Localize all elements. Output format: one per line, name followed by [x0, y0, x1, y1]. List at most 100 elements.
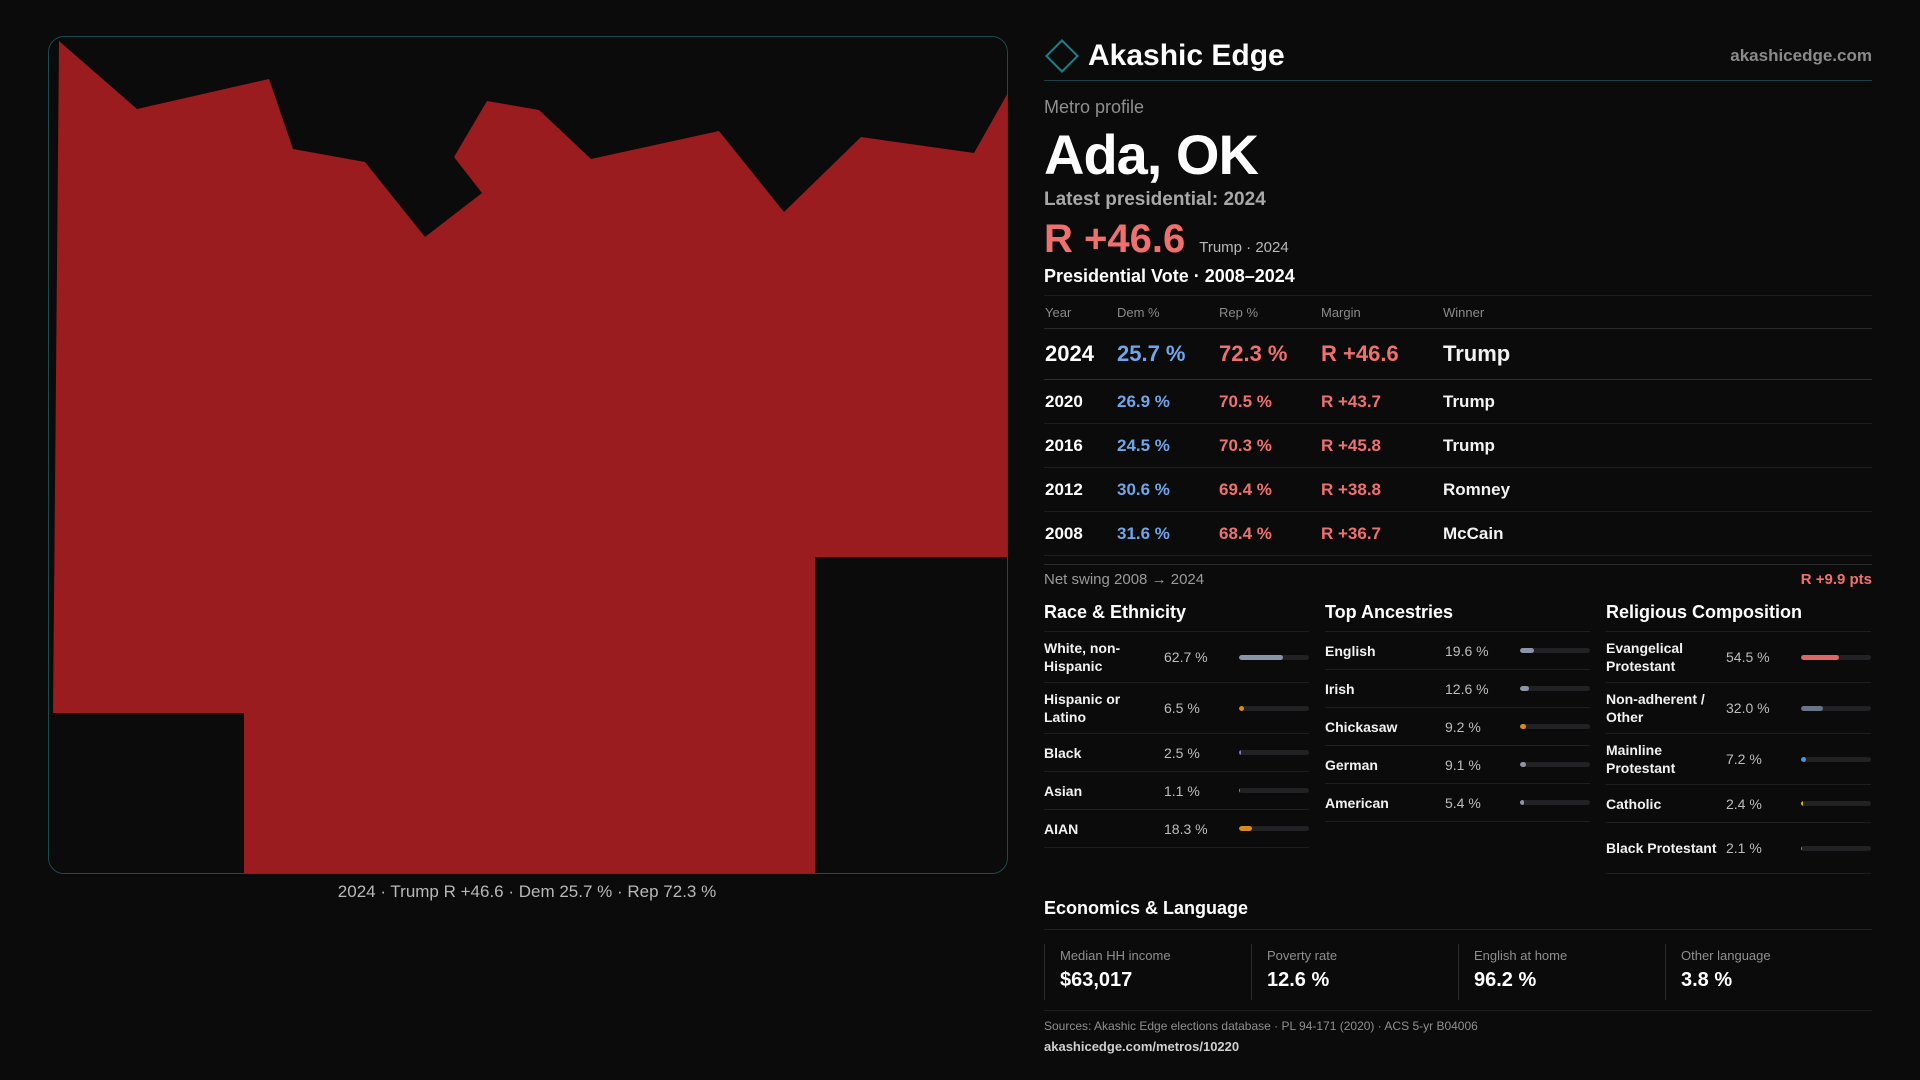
cell-margin: R +45.8	[1320, 423, 1442, 468]
ancestry-row: German 9.1 %	[1325, 746, 1590, 784]
race-bar-fill	[1239, 826, 1252, 831]
cell-dem: 25.7 %	[1116, 328, 1218, 380]
religion-bar-fill	[1801, 654, 1840, 660]
stat-value: $63,017	[1060, 969, 1133, 991]
ancestry-row: Irish 12.6 %	[1325, 670, 1590, 708]
stat-value: 96.2 %	[1474, 969, 1537, 991]
stat-median-income: Median HH income $63,017	[1044, 944, 1251, 1000]
table-row: 2012 30.6 % 69.4 % R +38.8 Romney	[1044, 467, 1872, 512]
metro-url-link[interactable]: akashicedge.com/metros/10220	[1044, 1039, 1240, 1054]
race-bar	[1239, 654, 1309, 660]
map-caption: 2024 · Trump R +46.6 · Dem 25.7 % · Rep …	[337, 882, 717, 901]
metro-shape[interactable]	[53, 41, 1007, 873]
race-label: Hispanic or Latino	[1044, 691, 1121, 725]
religion-row: Evangelical Protestant 54.5 %	[1606, 632, 1871, 683]
col-dem: Dem %	[1116, 295, 1218, 329]
cell-rep: 72.3 %	[1218, 328, 1320, 380]
brand-header: Akashic Edge akashicedge.com	[1044, 32, 1872, 81]
ancestry-bar-fill	[1520, 724, 1527, 729]
race-bar-fill	[1239, 750, 1241, 755]
col-rep: Rep %	[1218, 295, 1320, 329]
sources: Sources: Akashic Edge elections database…	[1044, 1010, 1872, 1033]
ancestry-value: 19.6 %	[1445, 642, 1489, 659]
economics-stats: Median HH income $63,017 Poverty rate 12…	[1044, 944, 1872, 1000]
table-row: 2008 31.6 % 68.4 % R +36.7 McCain	[1044, 511, 1872, 556]
ancestry-row: Chickasaw 9.2 %	[1325, 708, 1590, 746]
brand[interactable]: Akashic Edge	[1044, 39, 1285, 73]
ancestry-bar-fill	[1520, 648, 1534, 653]
religion-bar	[1801, 801, 1871, 806]
stat-label: English at home	[1474, 948, 1568, 963]
religion-value: 2.4 %	[1726, 795, 1762, 812]
race-value: 18.3 %	[1164, 820, 1208, 837]
race-bar-fill	[1239, 654, 1283, 660]
cell-dem: 31.6 %	[1116, 511, 1218, 556]
cell-margin: R +36.7	[1320, 511, 1442, 556]
latest-margin-sub: Trump · 2024	[1199, 239, 1289, 256]
ancestry-row: American 5.4 %	[1325, 784, 1590, 822]
religion-bar	[1801, 845, 1871, 851]
religion-bar-fill	[1801, 801, 1803, 806]
latest-margin: R +46.6	[1044, 217, 1186, 261]
stat-label: Median HH income	[1060, 948, 1171, 963]
table-row: 2016 24.5 % 70.3 % R +45.8 Trump	[1044, 423, 1872, 468]
page-title: Ada, OK	[1044, 123, 1259, 186]
table-row: 2024 25.7 % 72.3 % R +46.6 Trump	[1044, 328, 1872, 380]
cell-winner: Trump	[1442, 379, 1872, 424]
net-swing-value: R +9.9 pts	[1800, 571, 1872, 588]
religion-bar-fill	[1801, 705, 1824, 711]
religion-label: Catholic	[1606, 795, 1662, 812]
ancestry-value: 5.4 %	[1445, 794, 1481, 811]
race-label: White, non-Hispanic	[1044, 640, 1121, 674]
religion-row: Mainline Protestant 7.2 %	[1606, 734, 1871, 785]
ancestry-bar	[1520, 762, 1590, 767]
race-value: 2.5 %	[1164, 744, 1200, 761]
col-winner: Winner	[1442, 295, 1872, 329]
profile-eyebrow: Metro profile	[1044, 97, 1145, 117]
cell-dem: 30.6 %	[1116, 467, 1218, 512]
stat-other-language: Other language 3.8 %	[1665, 944, 1872, 1000]
religion-row: Non-adherent / Other 32.0 %	[1606, 683, 1871, 734]
religion-bar-fill	[1801, 756, 1807, 762]
cell-margin: R +38.8	[1320, 467, 1442, 512]
col-margin: Margin	[1320, 295, 1442, 329]
cell-year: 2012	[1044, 467, 1116, 512]
religion-bar	[1801, 756, 1871, 762]
cell-margin: R +46.6	[1320, 328, 1442, 380]
religion-value: 2.1 %	[1726, 840, 1762, 856]
ancestry-value: 9.2 %	[1445, 718, 1481, 735]
religion-label: Non-adherent / Other	[1606, 691, 1705, 725]
cell-winner: McCain	[1442, 511, 1872, 556]
religion-row: Black Protestant 2.1 %	[1606, 823, 1871, 874]
race-bar	[1239, 705, 1309, 711]
metro-map[interactable]	[49, 37, 1007, 873]
cell-rep: 68.4 %	[1218, 511, 1320, 556]
stat-label: Poverty rate	[1267, 948, 1338, 963]
race-value: 1.1 %	[1164, 782, 1200, 799]
site-domain-link[interactable]: akashicedge.com	[1730, 46, 1872, 65]
race-row: White, non-Hispanic 62.7 %	[1044, 632, 1309, 683]
latest-presidential: Latest presidential: 2024	[1044, 189, 1266, 210]
ancestry-label: English	[1325, 642, 1376, 659]
col-year: Year	[1044, 295, 1116, 329]
race-value: 6.5 %	[1164, 700, 1200, 716]
net-swing: Net swing 2008 → 2024 R +9.9 pts	[1044, 564, 1872, 588]
cell-rep: 70.3 %	[1218, 423, 1320, 468]
ancestry-row: English 19.6 %	[1325, 632, 1590, 670]
cell-winner: Romney	[1442, 467, 1872, 512]
religion-row: Catholic 2.4 %	[1606, 785, 1871, 823]
ancestries-section: Top Ancestries English 19.6 % Irish 12.6 % C…	[1325, 602, 1590, 874]
ancestry-bar	[1520, 800, 1590, 805]
vote-table-header: Year Dem % Rep % Margin Winner	[1044, 295, 1872, 329]
religion-value: 32.0 %	[1726, 700, 1770, 716]
religion-label: Evangelical Protestant	[1606, 640, 1684, 674]
cell-dem: 24.5 %	[1116, 423, 1218, 468]
religion-section: Religious Composition Evangelical Protes…	[1606, 602, 1871, 874]
cell-winner: Trump	[1442, 328, 1872, 380]
ancestry-bar	[1520, 686, 1590, 691]
religion-bar	[1801, 705, 1871, 711]
cell-rep: 69.4 %	[1218, 467, 1320, 512]
religion-value: 54.5 %	[1726, 649, 1770, 665]
race-bar	[1239, 826, 1309, 831]
cell-rep: 70.5 %	[1218, 379, 1320, 424]
